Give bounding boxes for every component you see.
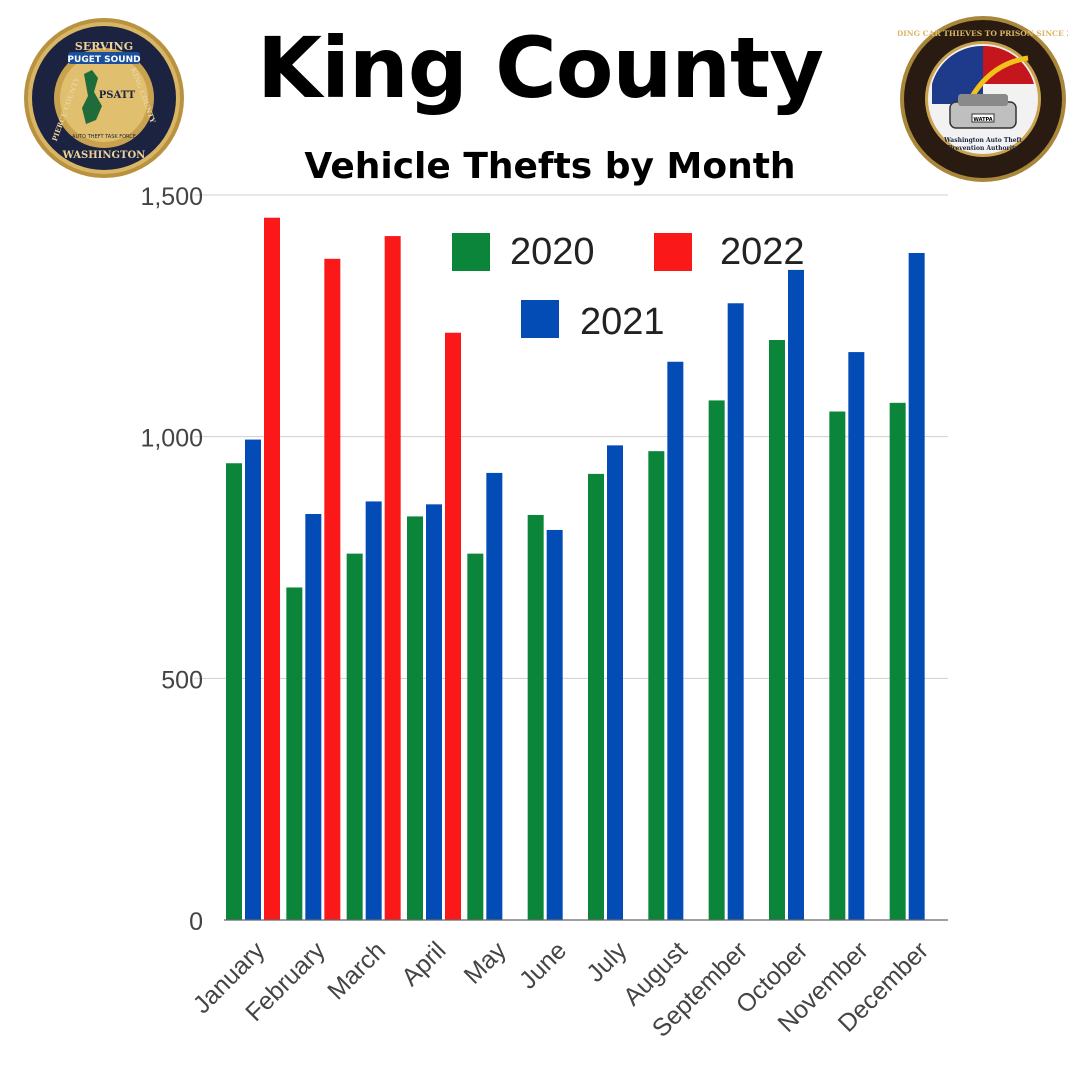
legend-label-2020: 2020 xyxy=(510,231,595,273)
bar-2021-february xyxy=(305,514,322,920)
watpa-plate-text: WATPA xyxy=(973,117,992,123)
bar-2021-july xyxy=(607,445,623,920)
legend-label-2021: 2021 xyxy=(580,301,665,343)
bar-2021-september xyxy=(727,303,744,920)
bar-2021-november xyxy=(848,352,865,920)
bar-2020-october xyxy=(769,340,785,920)
psatt-logo: SERVING PIERCE COUNTY KING COUNTY WASHIN… xyxy=(24,18,184,178)
bar-2020-november xyxy=(829,411,846,920)
bar-2021-august xyxy=(667,361,684,920)
bar-2020-february xyxy=(286,587,303,920)
psatt-logo-bottom-text: WASHINGTON xyxy=(62,150,146,161)
y-axis-ticks: 0 500 1,000 1,500 xyxy=(140,183,203,936)
watpa-bottom-line1: Washington Auto Theft xyxy=(943,137,1022,144)
watpa-bottom-line2: Prevention Authority xyxy=(948,145,1019,152)
legend-swatch-2022 xyxy=(654,233,692,271)
bar-2022-march xyxy=(384,236,401,921)
bars xyxy=(226,217,925,921)
bar-2022-january xyxy=(264,217,280,920)
bar-2022-february xyxy=(324,258,341,920)
psatt-logo-inner-text: AUTO THEFT TASK FORCE xyxy=(72,134,136,140)
watpa-ring-text: SENDING CAR THIEVES TO PRISON SINCE 2008 xyxy=(898,29,1068,38)
legend: 2020 2022 2021 xyxy=(452,231,805,343)
chart-title: King County xyxy=(257,19,824,117)
bar-2021-october xyxy=(788,269,804,921)
bar-2020-april xyxy=(407,516,423,920)
legend-label-2022: 2022 xyxy=(720,231,805,273)
bar-2021-december xyxy=(908,253,925,920)
y-tick-label: 500 xyxy=(161,666,203,694)
bar-2020-june xyxy=(527,514,544,920)
bar-2020-july xyxy=(588,473,604,920)
bar-2020-september xyxy=(708,400,725,921)
bar-2020-may xyxy=(467,553,484,920)
watpa-logo: WATPA SENDING CAR THIEVES TO PRISON SINC… xyxy=(898,16,1068,182)
bar-2020-december xyxy=(889,402,906,920)
bar-2020-march xyxy=(346,553,363,920)
x-tick-label: March xyxy=(322,936,391,1005)
bar-2021-january xyxy=(245,439,261,920)
x-tick-label: June xyxy=(514,936,572,994)
psatt-logo-top-text: SERVING xyxy=(75,40,133,53)
y-tick-label: 1,000 xyxy=(140,425,203,453)
bar-2021-april xyxy=(426,504,442,920)
bar-2021-march xyxy=(365,501,382,920)
chart-subtitle: Vehicle Thefts by Month xyxy=(304,146,796,187)
x-tick-label: May xyxy=(459,936,513,990)
psatt-logo-banner: PUGET SOUND xyxy=(67,55,140,65)
y-tick-label: 1,500 xyxy=(140,183,203,211)
bar-2020-january xyxy=(226,463,242,920)
bar-2021-may xyxy=(486,472,503,920)
legend-swatch-2021 xyxy=(521,300,559,338)
bar-2020-august xyxy=(648,451,665,920)
legend-swatch-2020 xyxy=(452,233,490,271)
x-tick-label: April xyxy=(396,936,451,991)
bar-2022-april xyxy=(445,332,461,920)
bar-2021-june xyxy=(546,529,563,920)
psatt-logo-center: PSATT xyxy=(99,90,136,101)
y-tick-label: 0 xyxy=(189,908,203,936)
x-tick-label: July xyxy=(581,936,633,988)
